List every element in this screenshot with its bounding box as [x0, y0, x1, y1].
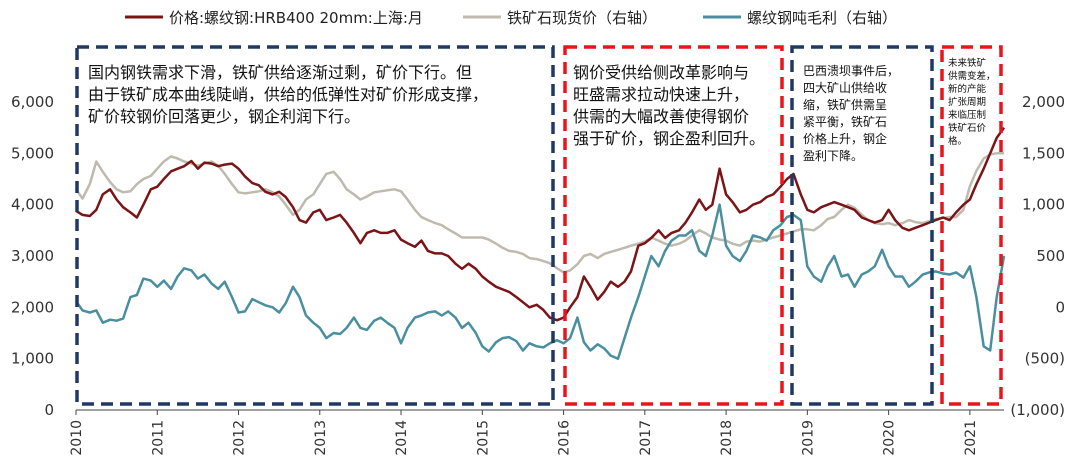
- y-left-tick-label: 0: [44, 401, 54, 419]
- annotation-box-2-frame: [563, 45, 784, 406]
- x-tick-label: 2013: [313, 420, 329, 456]
- annotation-box-2-line-1: 钢价受供给侧改革影响与: [573, 63, 749, 82]
- x-tick-label: 2018: [719, 420, 735, 456]
- y-right-tick-label: (500): [1025, 350, 1065, 368]
- y-right-tick-label: (1,000): [1010, 401, 1065, 419]
- x-tick-label: 2012: [232, 420, 248, 456]
- x-tick-label: 2021: [963, 420, 979, 456]
- y-left-tick-label: 6,000: [11, 93, 54, 111]
- annotation-box-4-line-6: 铁矿石价: [948, 122, 987, 134]
- annotation-box-2-line-4: 强于矿价，钢企盈利回升。: [573, 129, 765, 148]
- y-right-tick-label: 1,000: [1022, 196, 1065, 214]
- annotation-box-3: 巴西溃坝事件后， 四大矿山供给收 缩，铁矿供需呈 紧平衡，铁矿石 价格上升，钢企…: [790, 45, 934, 406]
- x-tick-label: 2019: [800, 420, 816, 456]
- series-line-ore: [74, 152, 1004, 274]
- annotation-box-3-line-1: 巴西溃坝事件后，: [803, 64, 899, 78]
- annotation-box-2-line-3: 供需的大幅改善使得钢价: [573, 107, 749, 126]
- legend-label-margin: 螺纹钢吨毛利（右轴）: [747, 9, 897, 27]
- y-right-tick-label: 1,500: [1022, 144, 1065, 162]
- annotation-box-4: 未来铁矿 供需变差， 新的产能 扩张周期 来临压制 铁矿石价 格。: [940, 45, 1003, 406]
- x-tick-label: 2016: [557, 420, 573, 456]
- y-left-tick-label: 5,000: [11, 144, 54, 162]
- annotation-box-4-line-2: 供需变差，: [948, 70, 996, 82]
- y-right-tick-label: 2,000: [1022, 93, 1065, 111]
- y-left-tick-label: 2,000: [11, 298, 54, 316]
- annotation-box-3-line-4: 紧平衡，铁矿石: [803, 115, 887, 129]
- annotation-box-4-line-3: 新的产能: [948, 83, 987, 95]
- annotation-box-2-line-2: 旺盛需求拉动快速上升，: [573, 85, 749, 104]
- annotation-box-2: 钢价受供给侧改革影响与 旺盛需求拉动快速上升， 供需的大幅改善使得钢价 强于矿价…: [563, 45, 784, 406]
- annotation-box-4-line-5: 来临压制: [948, 109, 986, 121]
- annotation-box-4-line-4: 扩张周期: [948, 96, 986, 108]
- y-left-tick-label: 4,000: [11, 196, 54, 214]
- annotation-box-1-line-3: 矿价较钢价回落更少，钢企利润下行。: [88, 107, 360, 126]
- x-tick-label: 2010: [69, 420, 85, 456]
- legend: 价格:螺纹钢:HRB400 20mm:上海:月 铁矿石现货价（右轴） 螺纹钢吨毛…: [125, 9, 897, 27]
- x-tick-label: 2020: [882, 420, 898, 456]
- series-line-rebar: [75, 126, 1006, 322]
- annotation-box-4-line-1: 未来铁矿: [948, 57, 987, 69]
- annotation-box-3-line-5: 价格上升，钢企: [803, 131, 887, 146]
- legend-label-ore: 铁矿石现货价（右轴）: [507, 9, 657, 27]
- annotation-box-4-line-7: 格。: [948, 135, 967, 147]
- y-left-tick-label: 1,000: [11, 350, 54, 368]
- x-tick-label: 2011: [150, 420, 166, 456]
- y-left-tick-label: 3,000: [11, 247, 54, 265]
- legend-label-rebar: 价格:螺纹钢:HRB400 20mm:上海:月: [169, 9, 423, 27]
- annotation-box-1-frame: [75, 45, 555, 406]
- annotation-box-4-frame: [940, 45, 1003, 406]
- annotation-box-3-line-6: 盈利下降。: [803, 149, 863, 163]
- x-tick-label: 2014: [394, 420, 410, 456]
- annotation-box-1-line-2: 由于铁矿成本曲线陡峭，供给的低弹性对矿价形成支撑，: [88, 85, 488, 104]
- annotation-box-1-line-1: 国内钢铁需求下滑，铁矿供给逐渐过剩，矿价下行。但: [88, 63, 472, 82]
- x-axis-ticks: 2010 2011 2012 2013 2014 2015 2016 2017 2018 2019…: [69, 410, 979, 456]
- y-right-tick-label: 0: [1055, 298, 1065, 316]
- left-axis-ticks: 0 1,000 2,000 3,000 4,000 5,000 6,000: [11, 93, 54, 419]
- x-tick-label: 2017: [638, 420, 654, 456]
- y-right-tick-label: 500: [1036, 247, 1065, 265]
- annotation-box-3-line-2: 四大矿山供给收: [803, 81, 887, 95]
- x-tick-label: 2015: [475, 420, 491, 456]
- annotation-box-3-line-3: 缩，铁矿供需呈: [803, 97, 887, 112]
- series-line-margin: [74, 203, 1006, 360]
- right-axis-ticks: (1,000) (500) 0 500 1,000 1,500 2,000: [1010, 93, 1065, 419]
- annotation-box-1: 国内钢铁需求下滑，铁矿供给逐渐过剩，矿价下行。但 由于铁矿成本曲线陡峭，供给的低…: [75, 45, 555, 406]
- series-layer: [74, 126, 1006, 360]
